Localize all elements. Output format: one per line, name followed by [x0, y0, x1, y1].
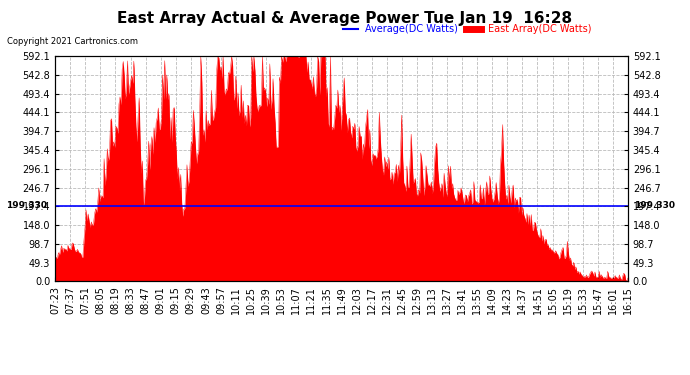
Text: 199.330: 199.330 — [6, 201, 47, 210]
Text: 199.330: 199.330 — [633, 201, 675, 210]
Legend: Average(DC Watts), East Array(DC Watts): Average(DC Watts), East Array(DC Watts) — [339, 21, 596, 38]
Text: East Array Actual & Average Power Tue Jan 19  16:28: East Array Actual & Average Power Tue Ja… — [117, 11, 573, 26]
Text: Copyright 2021 Cartronics.com: Copyright 2021 Cartronics.com — [7, 38, 138, 46]
